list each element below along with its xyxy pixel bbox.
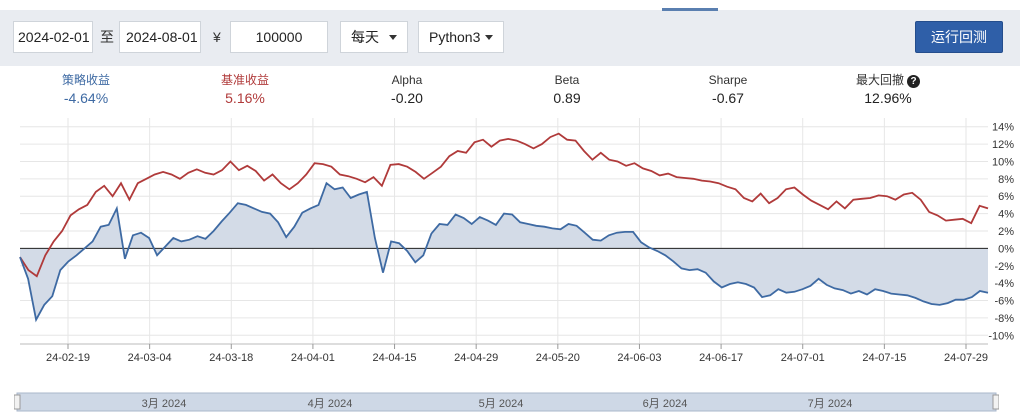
x-tick-label: 24-04-15 [373, 352, 417, 364]
y-tick-label: -2% [994, 261, 1014, 273]
y-tick-label: 8% [998, 174, 1014, 186]
metric-strategy-return: 策略收益 -4.64% [26, 73, 146, 108]
x-tick-label: 24-07-15 [862, 352, 906, 364]
frequency-value: 每天 [351, 29, 379, 45]
y-tick-label: 12% [992, 139, 1014, 151]
metric-value: -0.20 [391, 90, 423, 106]
x-tick-label: 24-07-01 [781, 352, 825, 364]
metrics-summary: 策略收益 -4.64% 基准收益 5.16% Alpha -0.20 Beta … [0, 66, 1020, 116]
x-tick-label: 24-06-03 [617, 352, 661, 364]
x-tick-label: 24-05-20 [536, 352, 580, 364]
y-tick-label: -4% [994, 278, 1014, 290]
x-axis: 24-02-19 24-03-04 24-03-18 24-04-01 24-04-15… [46, 344, 988, 364]
date-range-separator: 至 [100, 29, 114, 45]
metric-max-drawdown: 最大回撤? 12.96% [828, 73, 948, 108]
metric-label: 基准收益 [220, 73, 269, 87]
chevron-down-icon [389, 35, 397, 40]
x-tick-label: 24-02-19 [46, 352, 90, 364]
x-tick-label: 24-03-18 [209, 352, 253, 364]
backtest-toolbar: 2024-02-01 至 2024-08-01 ¥ 100000 每天 Pyth… [0, 10, 1020, 66]
start-date-input[interactable]: 2024-02-01 [13, 21, 93, 53]
metric-label: Sharpe [708, 73, 748, 87]
navigator-left-handle[interactable] [14, 394, 21, 410]
currency-symbol: ¥ [213, 29, 221, 45]
metric-value: 12.96% [864, 90, 912, 106]
y-tick-label: 2% [998, 226, 1014, 238]
benchmark-line [19, 132, 989, 278]
tab-indicator [662, 8, 718, 11]
metric-label: Beta [554, 73, 580, 87]
navigator-right-handle[interactable] [992, 394, 999, 410]
run-backtest-button[interactable]: 运行回测 [915, 21, 1003, 53]
y-tick-label: 4% [998, 209, 1014, 221]
y-tick-label: 10% [992, 156, 1014, 168]
y-tick-label: 14% [992, 122, 1014, 134]
metric-value: -4.64% [63, 90, 109, 106]
metric-sharpe: Sharpe -0.67 [668, 73, 788, 108]
y-tick-label: -6% [994, 296, 1014, 308]
returns-chart: 14% 12% 10% 8% 6% 4% 2% 0% -2% -4% -6% -8% -10% 24-0… [19, 118, 1014, 364]
metric-alpha: Alpha -0.20 [347, 73, 467, 108]
metric-beta: Beta 0.89 [507, 73, 627, 108]
x-tick-label: 24-07-29 [944, 352, 988, 364]
navigator-month-label: 3月 2024 [142, 398, 187, 410]
help-icon[interactable]: ? [907, 75, 920, 88]
y-tick-label: -8% [994, 313, 1014, 325]
y-axis: 14% 12% 10% 8% 6% 4% 2% 0% -2% -4% -6% -8% -10% [988, 122, 1014, 343]
navigator-month-label: 6月 2024 [643, 398, 688, 410]
end-date-input[interactable]: 2024-08-01 [119, 21, 201, 53]
y-tick-label: 0% [998, 243, 1014, 255]
x-tick-label: 24-04-29 [454, 352, 498, 364]
strategy-line [19, 181, 989, 323]
metric-value: 5.16% [225, 90, 265, 106]
capital-input[interactable]: 100000 [230, 21, 328, 53]
y-tick-label: 6% [998, 191, 1014, 203]
range-navigator[interactable]: 3月 2024 4月 2024 5月 2024 6月 2024 7月 2024 [14, 391, 999, 413]
metric-label: Alpha [391, 73, 423, 87]
metric-label-text: 最大回撤 [855, 73, 904, 87]
x-tick-label: 24-03-04 [128, 352, 172, 364]
metric-value: 0.89 [553, 90, 581, 106]
x-tick-label: 24-06-17 [699, 352, 743, 364]
chevron-down-icon [485, 35, 493, 40]
navigator-month-label: 5月 2024 [479, 398, 524, 410]
navigator-month-label: 4月 2024 [308, 398, 353, 410]
x-tick-label: 24-04-01 [291, 352, 335, 364]
metric-label: 策略收益 [61, 73, 110, 87]
strategy-area [20, 183, 988, 320]
metric-label: 最大回撤? [828, 73, 948, 88]
frequency-select[interactable]: 每天 [340, 21, 408, 53]
navigator-labels: 3月 2024 4月 2024 5月 2024 6月 2024 7月 2024 [142, 398, 853, 410]
language-value: Python3 [429, 29, 481, 45]
metric-value: -0.67 [712, 90, 744, 106]
navigator-month-label: 7月 2024 [808, 398, 853, 410]
y-tick-label: -10% [988, 330, 1014, 342]
metric-benchmark-return: 基准收益 5.16% [185, 73, 305, 108]
language-select[interactable]: Python3 [418, 21, 504, 53]
